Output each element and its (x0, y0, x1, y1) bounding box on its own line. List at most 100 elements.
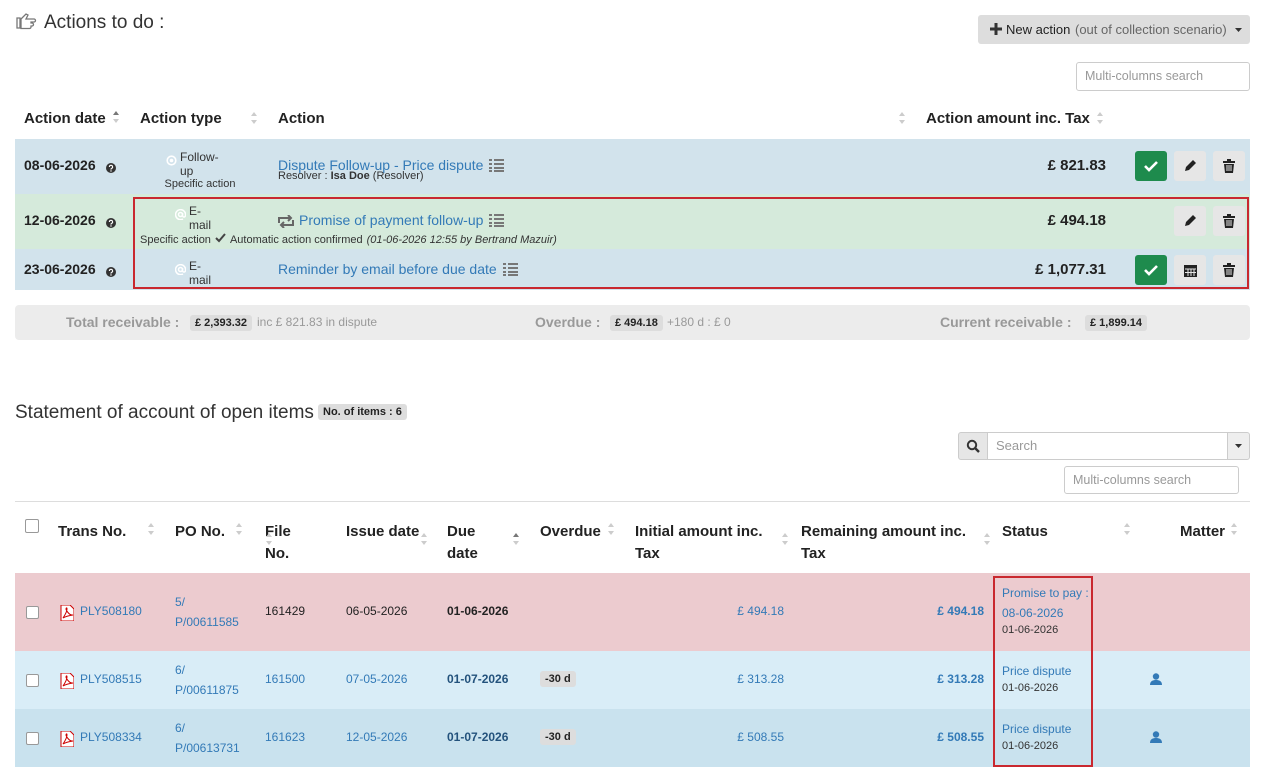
highlight-box (993, 576, 1093, 767)
action-row (15, 139, 1250, 194)
row-checkbox[interactable] (26, 674, 39, 687)
statement-title: Statement of account of open items (15, 402, 314, 423)
overdue-badge: -30 d (540, 671, 576, 687)
sort-icon[interactable] (1231, 523, 1237, 535)
tick-icon (215, 233, 226, 246)
pdf-icon[interactable] (60, 604, 75, 624)
col-header[interactable]: PO No. (175, 523, 226, 540)
statement-multi-search[interactable]: Multi-columns search (1064, 466, 1239, 494)
sort-icon[interactable] (266, 533, 272, 545)
sort-icon[interactable] (1124, 523, 1130, 535)
matter-icon[interactable] (1150, 731, 1162, 746)
col-header[interactable]: Action type (140, 110, 222, 127)
pdf-icon[interactable] (60, 672, 75, 692)
matter-icon[interactable] (1150, 673, 1162, 688)
row-checkbox[interactable] (26, 732, 39, 745)
action-link[interactable]: Dispute Follow-up - Price dispute (278, 157, 484, 173)
due-date: 01-07-2026 (447, 730, 509, 744)
trash-button[interactable] (1213, 255, 1245, 285)
items-badge: No. of items : 6 (318, 404, 407, 420)
col-header[interactable]: Trans No. (58, 523, 127, 540)
due-date: 01-07-2026 (447, 672, 509, 686)
trans-no[interactable]: PLY508180 (80, 604, 142, 618)
statement-row (15, 573, 1250, 651)
cal-button[interactable] (1174, 255, 1206, 285)
check-button[interactable] (1135, 255, 1167, 285)
sort-icon[interactable] (421, 533, 427, 545)
col-header[interactable]: Overdue (540, 523, 601, 540)
col-header[interactable]: Matter (1180, 523, 1226, 540)
summary-value: £ 1,899.14 (1085, 315, 1147, 331)
initial-amount: £ 313.28 (737, 672, 784, 686)
action-type: Follow-up (180, 150, 219, 178)
select-all-checkbox[interactable] (25, 519, 39, 533)
summary-note: inc £ 821.83 in dispute (257, 315, 378, 329)
new-action-label: New action (1006, 22, 1071, 37)
col-header[interactable]: Initial amount inc. Tax (635, 523, 763, 562)
trans-no[interactable]: PLY508334 (80, 730, 142, 744)
divider (15, 501, 1250, 502)
list-icon[interactable] (502, 263, 518, 279)
trash-button[interactable] (1213, 151, 1245, 181)
list-icon[interactable] (489, 214, 505, 230)
sort-icon[interactable] (782, 533, 788, 545)
trash-icon (1223, 214, 1235, 228)
status[interactable]: Price dispute (1002, 722, 1072, 736)
col-header[interactable]: File No. (265, 523, 291, 562)
help-icon-svg (106, 163, 116, 173)
sort-icon[interactable] (899, 112, 905, 124)
trash-button[interactable] (1213, 206, 1245, 236)
sort-icon[interactable] (113, 111, 119, 123)
sort-icon[interactable] (513, 533, 519, 545)
col-header[interactable]: Remaining amount inc. Tax (801, 523, 967, 562)
sort-icon[interactable] (148, 523, 154, 535)
hand-icon (16, 13, 37, 30)
actions-multi-search[interactable]: Multi-columns search (1076, 62, 1250, 91)
col-header[interactable]: Status (1002, 523, 1048, 540)
action-amount: £ 494.18 (1047, 212, 1106, 229)
action-date: 08-06-2026 (24, 157, 96, 173)
detail-role: (Resolver) (372, 170, 424, 182)
help-icon-svg (106, 218, 116, 228)
col-header[interactable]: Action date (24, 110, 106, 127)
col-header[interactable]: Action amount inc. Tax (926, 110, 1090, 127)
sort-icon[interactable] (608, 523, 614, 535)
new-action-button[interactable]: New action (out of collection scenario) (978, 15, 1250, 44)
po-no[interactable]: 6/ P/00611875 (175, 663, 239, 697)
summary-value: £ 494.18 (610, 315, 663, 331)
trans-no[interactable]: PLY508515 (80, 672, 142, 686)
pdf-icon-svg (60, 730, 75, 748)
search-input[interactable]: Search (987, 432, 1228, 460)
row-checkbox[interactable] (26, 606, 39, 619)
col-header[interactable]: Action (278, 110, 325, 127)
po-no[interactable]: 5/ P/00611585 (175, 595, 239, 629)
search-icon-box[interactable] (958, 432, 988, 460)
status[interactable]: Price dispute (1002, 664, 1072, 678)
list-icon[interactable] (489, 159, 505, 175)
pencil-button[interactable] (1174, 206, 1206, 236)
po-no[interactable]: 6/ P/00613731 (175, 721, 240, 755)
sort-icon[interactable] (984, 533, 990, 545)
status-date: 01-06-2026 (1002, 624, 1059, 636)
action-link[interactable]: Reminder by email before due date (278, 261, 497, 277)
pencil-button[interactable] (1174, 151, 1206, 181)
search-dropdown[interactable] (1227, 432, 1250, 460)
cal-icon (1183, 264, 1197, 277)
status[interactable]: Promise to pay : 08-06-2026 (1002, 586, 1089, 620)
action-link[interactable]: Promise of payment follow-up (299, 212, 484, 228)
col-header[interactable]: Issue date (346, 523, 420, 540)
confirm-meta: (01-06-2026 12:55 by Bertrand Mazuir) (366, 233, 557, 246)
col-header[interactable]: Due date (447, 523, 478, 562)
sort-icon[interactable] (251, 112, 257, 124)
list-icon-svg (502, 263, 518, 276)
check-button[interactable] (1135, 151, 1167, 181)
confirm-line: Specific action Automatic action confirme… (140, 233, 557, 246)
caret (1235, 444, 1242, 448)
help-icon-svg (106, 267, 116, 277)
sort-icon[interactable] (1097, 112, 1103, 124)
file-no: 161623 (265, 730, 306, 744)
list-icon-svg (489, 159, 505, 172)
overdue-badge: -30 d (540, 729, 576, 745)
sort-icon[interactable] (236, 523, 242, 535)
pdf-icon[interactable] (60, 730, 75, 750)
